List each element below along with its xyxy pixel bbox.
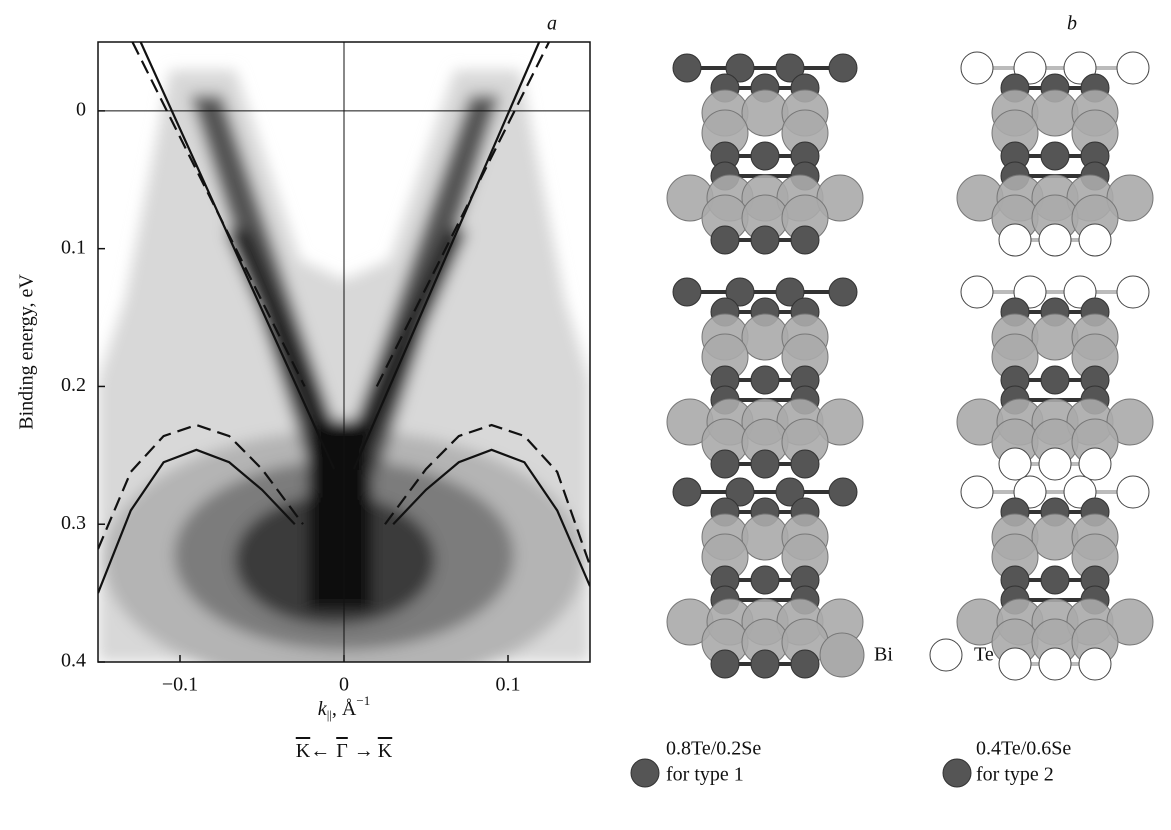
mixed-atom xyxy=(751,450,779,478)
mixed-atom xyxy=(1041,566,1069,594)
te-atom xyxy=(1117,52,1149,84)
mixed-symbol xyxy=(631,759,659,787)
mixed-atom xyxy=(829,54,857,82)
figure: a Binding energy, eV k||, Å−1 K←Γ→K b Bi… xyxy=(0,0,1171,825)
mixed-atom xyxy=(673,278,701,306)
y-axis-label: Binding energy, eV xyxy=(16,274,38,430)
bi-atom xyxy=(1032,90,1078,136)
bi-symbol xyxy=(820,633,864,677)
te-atom xyxy=(1039,224,1071,256)
bi-atom xyxy=(742,90,788,136)
y-tick-label: 0.3 xyxy=(61,512,86,534)
te-atom xyxy=(1079,648,1111,680)
x-label-unit: , Å xyxy=(332,698,357,720)
legend-label: 0.8Te/0.2Se xyxy=(666,738,761,760)
te-atom xyxy=(961,476,993,508)
te-atom xyxy=(961,52,993,84)
te-atom xyxy=(1039,648,1071,680)
mixed-atom xyxy=(673,478,701,506)
x-tick-label: −0.1 xyxy=(162,674,198,696)
mixed-atom xyxy=(751,142,779,170)
y-tick-label: 0.2 xyxy=(61,374,86,396)
bi-atom xyxy=(1032,514,1078,560)
bi-atom xyxy=(1032,314,1078,360)
k-point: K xyxy=(296,740,311,762)
bi-atom xyxy=(742,314,788,360)
mixed-atom xyxy=(1041,142,1069,170)
te-atom xyxy=(999,648,1031,680)
mixed-atom xyxy=(711,450,739,478)
te-atom xyxy=(961,276,993,308)
te-atom xyxy=(1039,448,1071,480)
te-atom xyxy=(1117,276,1149,308)
legend-label: for type 1 xyxy=(666,764,744,786)
mixed-symbol xyxy=(943,759,971,787)
mixed-atom xyxy=(751,566,779,594)
legend-label: for type 2 xyxy=(976,764,1054,786)
x-label-exponent: −1 xyxy=(356,693,370,708)
mixed-atom xyxy=(751,650,779,678)
mixed-atom xyxy=(791,650,819,678)
mixed-atom xyxy=(711,650,739,678)
te-symbol xyxy=(930,639,962,671)
panel-label: b xyxy=(1067,13,1077,35)
x-axis-label: k||, Å−1 xyxy=(318,693,370,722)
k-point: K xyxy=(378,740,393,762)
te-atom xyxy=(1079,448,1111,480)
panel-label: a xyxy=(547,13,557,35)
mixed-atom xyxy=(829,278,857,306)
direction-label: K←Γ→K xyxy=(296,740,393,762)
mixed-atom xyxy=(673,54,701,82)
x-tick-label: 0 xyxy=(339,674,349,696)
mixed-atom xyxy=(751,226,779,254)
gamma-point: Γ xyxy=(336,740,348,762)
mixed-atom xyxy=(711,226,739,254)
mixed-atom xyxy=(829,478,857,506)
x-tick-label: 0.1 xyxy=(496,674,521,696)
legend-label: Te xyxy=(974,644,994,666)
legend-label: Bi xyxy=(874,644,893,666)
mixed-atom xyxy=(791,226,819,254)
crystal-structures xyxy=(667,52,1153,680)
arrow: ← xyxy=(310,740,330,762)
te-atom xyxy=(999,448,1031,480)
y-tick-label: 0.4 xyxy=(61,650,86,672)
mixed-atom xyxy=(751,366,779,394)
te-atom xyxy=(1117,476,1149,508)
te-atom xyxy=(1079,224,1111,256)
y-tick-label: 0 xyxy=(76,98,86,120)
legend-label: 0.4Te/0.6Se xyxy=(976,738,1071,760)
te-atom xyxy=(999,224,1031,256)
y-tick-label: 0.1 xyxy=(61,236,86,258)
arrow: → xyxy=(354,740,374,762)
bi-atom xyxy=(742,514,788,560)
mixed-atom xyxy=(1041,366,1069,394)
mixed-atom xyxy=(791,450,819,478)
